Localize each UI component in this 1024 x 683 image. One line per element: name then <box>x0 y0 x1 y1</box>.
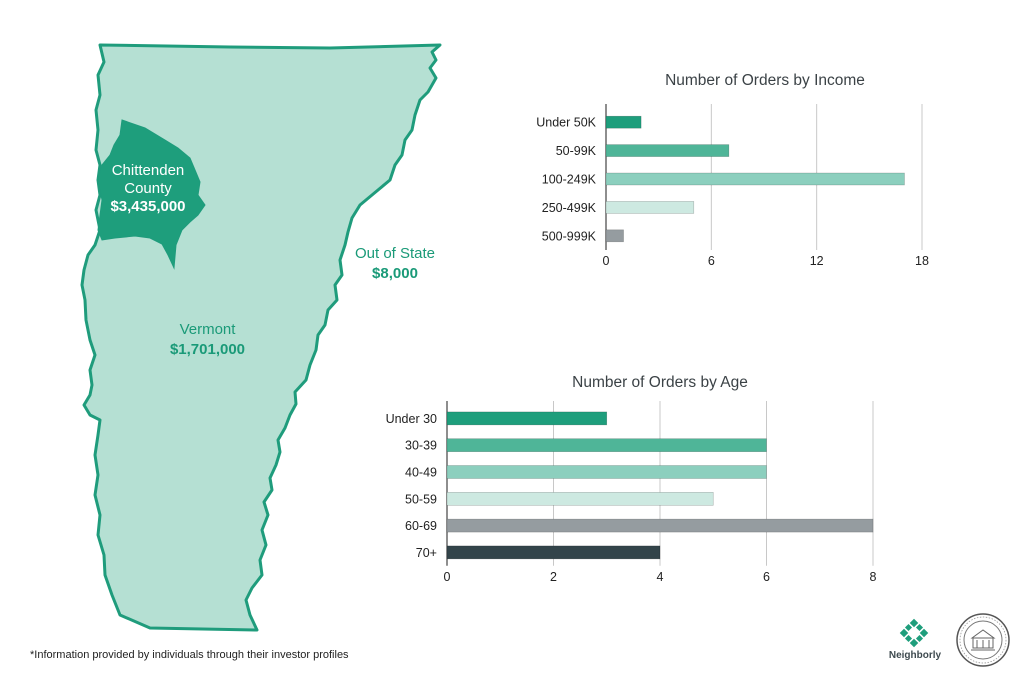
chittenden-label: Chittenden County $3,435,000 <box>90 162 206 216</box>
income-chart-category-label: Under 50K <box>536 116 596 130</box>
age-chart-category-label: 60-69 <box>405 519 437 533</box>
chittenden-value: $3,435,000 <box>110 198 186 215</box>
age-chart-category-label: 50-59 <box>405 492 437 506</box>
income-chart-bar <box>605 201 695 214</box>
age-chart-bar <box>446 518 874 533</box>
vermont-name: Vermont <box>179 321 236 338</box>
age-chart-tick-label: 4 <box>657 570 664 584</box>
income-chart-tick-label: 12 <box>810 254 824 268</box>
income-chart-category-label: 50-99K <box>556 144 597 158</box>
income-chart-bar <box>605 144 730 157</box>
age-chart-category-label: Under 30 <box>386 412 437 426</box>
age-chart-bar <box>446 411 608 426</box>
out-of-state-name: Out of State <box>354 245 436 262</box>
income-chart-bar <box>605 172 905 186</box>
out-of-state-label: Out of State $8,000 <box>340 244 450 284</box>
age-chart-tick-label: 6 <box>763 570 770 584</box>
out-of-state-value: $8,000 <box>372 265 418 282</box>
income-chart-tick-label: 6 <box>708 254 715 268</box>
neighborly-logo-icon <box>899 618 929 648</box>
age-chart-bar <box>446 491 714 506</box>
income-chart-bar <box>605 115 642 129</box>
chittenden-county-shape <box>97 119 206 270</box>
income-chart-tick-label: 18 <box>915 254 929 268</box>
age-chart-bar <box>446 438 767 453</box>
age-chart-category-label: 30-39 <box>405 439 437 453</box>
income-chart-title: Number of Orders by Income <box>665 72 865 89</box>
chittenden-name-line2: County <box>124 180 172 197</box>
vermont-label: Vermont $1,701,000 <box>140 320 275 360</box>
age-chart-category-label: 70+ <box>416 546 437 560</box>
chittenden-name-line1: Chittenden <box>111 162 185 179</box>
vermont-value: $1,701,000 <box>169 341 246 358</box>
income-chart-category-label: 250-499K <box>542 201 597 215</box>
age-chart-title: Number of Orders by Age <box>572 374 748 391</box>
age-chart-tick-label: 2 <box>550 570 557 584</box>
age-chart-category-label: 40-49 <box>405 466 437 480</box>
neighborly-logo-text: Neighborly <box>888 650 942 661</box>
income-chart-bar <box>605 229 624 243</box>
income-chart-category-label: 500-999K <box>542 229 597 243</box>
age-chart-tick-label: 8 <box>870 570 877 584</box>
age-chart-bar <box>446 465 767 479</box>
income-chart-category-label: 100-249K <box>542 173 597 187</box>
city-seal-icon <box>956 613 1010 667</box>
age-chart-bar <box>446 545 661 560</box>
footnote: *Information provided by individuals thr… <box>30 649 349 661</box>
age-chart-tick-label: 0 <box>444 570 451 584</box>
income-chart-tick-label: 0 <box>603 254 610 268</box>
